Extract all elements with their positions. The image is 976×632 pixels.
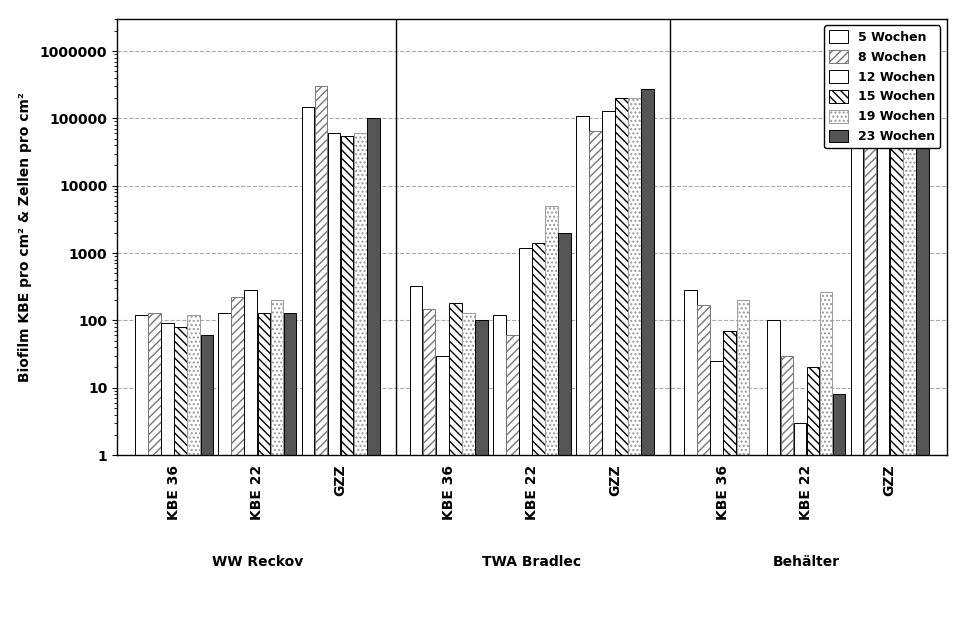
Bar [354, 133, 367, 632]
Bar [231, 297, 244, 632]
Bar [219, 313, 231, 632]
Bar [245, 290, 257, 632]
Bar [767, 320, 780, 632]
Bar [462, 313, 474, 632]
Bar [367, 118, 380, 632]
Bar [161, 324, 174, 632]
Bar [341, 136, 353, 632]
Bar [449, 303, 462, 632]
Bar [890, 116, 903, 632]
Bar [314, 87, 327, 632]
Bar [602, 111, 615, 632]
Bar [423, 308, 435, 632]
Bar [506, 336, 518, 632]
Legend: 5 Wochen, 8 Wochen, 12 Wochen, 15 Wochen, 19 Wochen, 23 Wochen: 5 Wochen, 8 Wochen, 12 Wochen, 15 Wochen… [825, 25, 941, 149]
Bar [851, 111, 864, 632]
Bar [737, 300, 750, 632]
Bar [641, 89, 654, 632]
Text: WW Reckov: WW Reckov [212, 555, 303, 569]
Bar [284, 313, 297, 632]
Bar [711, 361, 723, 632]
Bar [475, 320, 488, 632]
Text: Behälter: Behälter [773, 555, 840, 569]
Bar [723, 331, 736, 632]
Bar [302, 107, 314, 632]
Bar [135, 315, 147, 632]
Bar [148, 313, 161, 632]
Bar [916, 131, 929, 632]
Text: TWA Bradlec: TWA Bradlec [482, 555, 582, 569]
Bar [576, 116, 589, 632]
Bar [590, 131, 602, 632]
Bar [807, 367, 819, 632]
Bar [615, 98, 628, 632]
Bar [876, 118, 889, 632]
Bar [258, 313, 270, 632]
Bar [532, 243, 545, 632]
Bar [410, 286, 423, 632]
Bar [328, 133, 341, 632]
Bar [436, 356, 449, 632]
Bar [833, 394, 845, 632]
Bar [175, 327, 187, 632]
Bar [903, 116, 915, 632]
Bar [519, 248, 532, 632]
Bar [793, 423, 806, 632]
Bar [750, 455, 762, 632]
Bar [546, 206, 558, 632]
Bar [864, 116, 876, 632]
Bar [187, 315, 200, 632]
Bar [781, 356, 793, 632]
Y-axis label: Biofilm KBE pro cm² & Zellen pro cm²: Biofilm KBE pro cm² & Zellen pro cm² [18, 92, 31, 382]
Bar [200, 336, 213, 632]
Bar [697, 305, 710, 632]
Bar [493, 315, 506, 632]
Bar [270, 300, 283, 632]
Bar [684, 290, 697, 632]
Bar [558, 233, 571, 632]
Bar [820, 293, 833, 632]
Bar [629, 98, 641, 632]
